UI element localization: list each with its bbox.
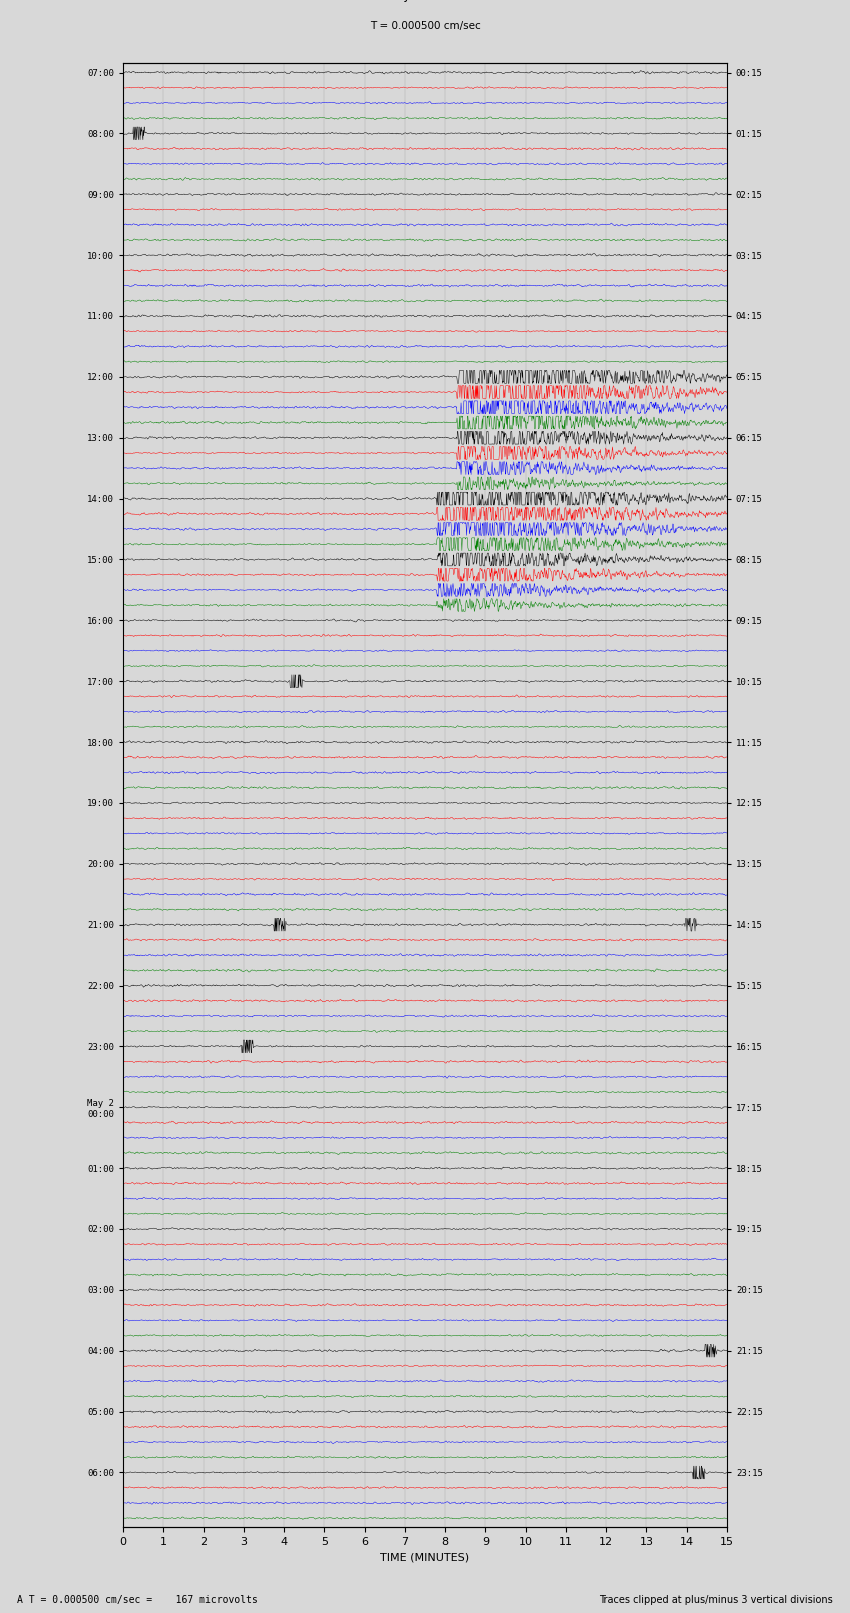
Text: (Stone Canyon, Parkfield, Ca): (Stone Canyon, Parkfield, Ca)	[338, 0, 512, 2]
Text: Traces clipped at plus/minus 3 vertical divisions: Traces clipped at plus/minus 3 vertical …	[599, 1595, 833, 1605]
Text: T = 0.000500 cm/sec: T = 0.000500 cm/sec	[370, 21, 480, 31]
Text: A T = 0.000500 cm/sec =    167 microvolts: A T = 0.000500 cm/sec = 167 microvolts	[17, 1595, 258, 1605]
X-axis label: TIME (MINUTES): TIME (MINUTES)	[381, 1553, 469, 1563]
